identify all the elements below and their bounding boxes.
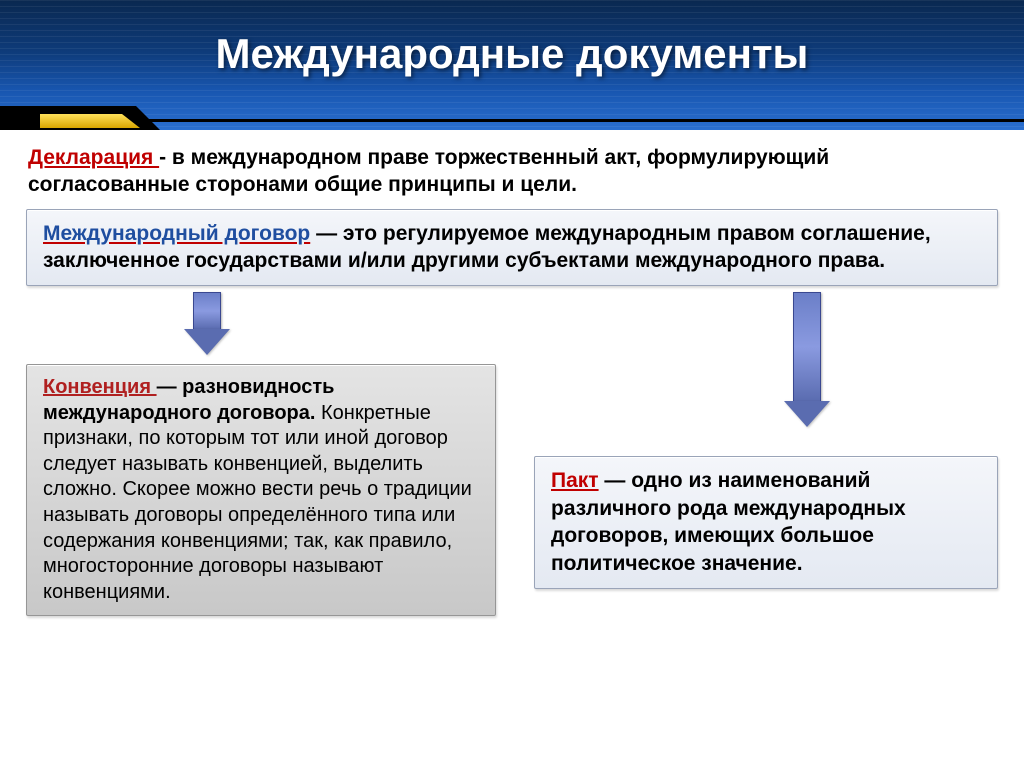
convention-box: Конвенция — разновидность международного…	[26, 364, 496, 616]
arrows-row	[24, 286, 1000, 364]
arrow-right	[784, 292, 830, 427]
header-stripe	[140, 119, 1024, 122]
treaty-term: Международный договор	[43, 222, 310, 245]
slide-header: Международные документы	[0, 0, 1024, 130]
treaty-box: Международный договор — это регулируемое…	[26, 209, 998, 286]
arrow-body	[793, 292, 821, 402]
arrow-head	[784, 401, 830, 427]
pact-box: Пакт — одно из наименований различного р…	[534, 456, 998, 589]
convention-term: Конвенция	[43, 376, 157, 398]
declaration-term: Декларация	[28, 146, 159, 169]
pact-text: — одно из наименований различного рода м…	[551, 469, 906, 575]
convention-body: Конкретные признаки, по которым тот или …	[43, 402, 472, 603]
slide-content: Декларация - в международном праве торже…	[0, 130, 1024, 616]
slide-title: Международные документы	[0, 30, 1024, 78]
arrow-left	[184, 292, 230, 355]
header-accent	[0, 102, 1024, 130]
pact-term: Пакт	[551, 469, 599, 492]
arrow-body	[193, 292, 221, 330]
arrow-head	[184, 329, 230, 355]
lower-row: Конвенция — разновидность международного…	[24, 364, 1000, 616]
declaration-block: Декларация - в международном праве торже…	[24, 138, 1000, 209]
